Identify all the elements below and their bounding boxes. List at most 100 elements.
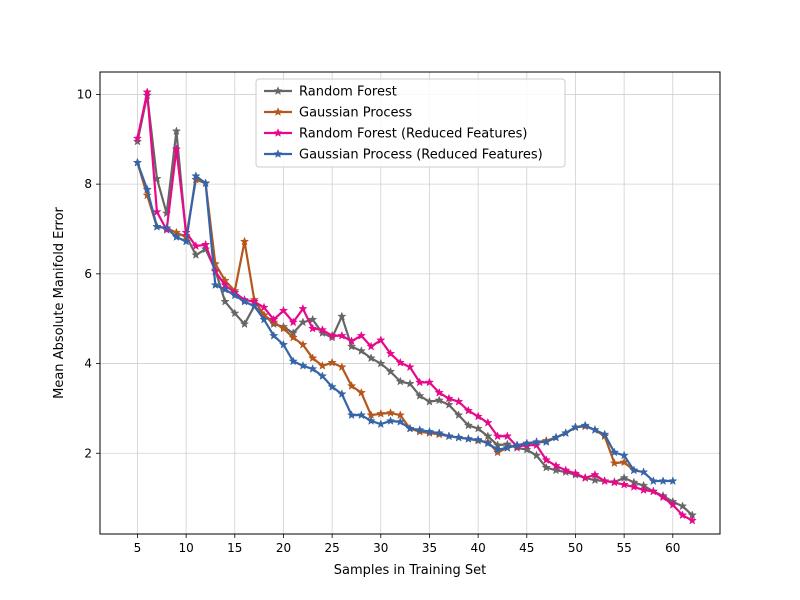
data-point [619, 473, 629, 482]
data-point [463, 433, 474, 443]
data-point [415, 377, 425, 387]
data-point [376, 419, 386, 429]
data-point [307, 353, 318, 363]
data-point [337, 389, 347, 399]
data-point [269, 330, 279, 340]
data-point [210, 266, 221, 276]
data-point [415, 425, 425, 434]
data-point [356, 387, 367, 397]
y-axis-label: Mean Absolute Manifold Error [52, 206, 67, 398]
data-point [424, 396, 435, 406]
data-point [220, 284, 230, 294]
x-tick-label: 60 [665, 541, 680, 555]
data-point [152, 207, 162, 216]
data-point [337, 330, 347, 340]
data-point [132, 136, 143, 146]
data-point [590, 475, 600, 485]
legend-item: Random Forest (Reduced Features) [264, 127, 528, 142]
data-point [473, 411, 483, 421]
x-tick-label: 50 [568, 541, 583, 555]
y-tick-label: 4 [84, 357, 92, 371]
data-point [337, 311, 347, 321]
data-point [638, 467, 649, 477]
data-point [619, 479, 629, 489]
data-point [541, 462, 551, 472]
data-point [132, 133, 143, 143]
data-point [463, 405, 474, 415]
x-tick-label: 30 [373, 541, 388, 555]
data-point [444, 393, 454, 403]
data-point [395, 376, 405, 386]
data-point [658, 476, 668, 486]
x-tick-label: 45 [519, 541, 534, 555]
data-point [191, 171, 201, 181]
data-point [590, 425, 600, 434]
data-point [522, 444, 532, 454]
data-point [677, 501, 688, 511]
data-point [191, 241, 201, 251]
data-point [376, 358, 386, 368]
series-3 [132, 87, 697, 525]
data-point [200, 239, 211, 249]
data-point [453, 396, 464, 406]
data-point [434, 395, 444, 405]
series-line [136, 94, 694, 516]
data-point [171, 232, 182, 242]
data-point [434, 428, 444, 438]
y-tick-label: 2 [84, 446, 92, 460]
data-point [473, 423, 483, 433]
data-point [648, 486, 658, 496]
data-point [668, 476, 678, 486]
data-point [239, 236, 250, 246]
data-point [512, 440, 522, 450]
legend: Random Forest Gaussian Process Random Fore… [255, 78, 566, 168]
data-point [502, 442, 513, 452]
data-point [337, 362, 347, 372]
data-point [434, 387, 444, 397]
data-point [405, 423, 415, 433]
series-line [136, 91, 693, 522]
data-point [327, 357, 337, 367]
x-tick-label: 55 [616, 541, 631, 555]
x-axis: 5 10 15 20 25 30 35 40 45 50 55 60 [134, 534, 680, 555]
data-point [561, 428, 571, 438]
series-4 [132, 157, 678, 486]
data-point [171, 126, 182, 136]
data-point [356, 330, 367, 340]
y-tick-label: 8 [84, 177, 92, 191]
legend-marker [273, 149, 283, 158]
data-point [609, 458, 620, 468]
data-point [307, 364, 318, 373]
y-tick-label: 6 [84, 267, 92, 281]
data-point [230, 308, 240, 318]
data-point [619, 450, 629, 460]
data-point [483, 417, 493, 427]
data-point [366, 353, 376, 363]
data-point [307, 323, 318, 333]
data-point [366, 416, 376, 425]
data-point [492, 447, 503, 457]
data-point [541, 437, 551, 447]
data-point [570, 468, 581, 478]
data-point [395, 410, 405, 420]
x-tick-label: 20 [276, 541, 291, 555]
data-point [658, 492, 668, 502]
x-tick-label: 10 [178, 541, 193, 555]
data-point [677, 510, 688, 520]
data-point [453, 410, 464, 420]
legend-marker [273, 86, 283, 95]
data-point [142, 184, 152, 194]
data-point [629, 465, 639, 475]
data-point [541, 455, 551, 464]
data-point [648, 476, 658, 486]
data-point [220, 296, 230, 306]
data-point [551, 465, 561, 475]
x-tick-label: 25 [324, 541, 339, 555]
data-point [269, 314, 279, 324]
data-point [327, 381, 337, 391]
legend-marker [273, 107, 283, 116]
plot-frame [99, 71, 721, 535]
data-point [580, 420, 590, 430]
data-point [278, 305, 289, 315]
